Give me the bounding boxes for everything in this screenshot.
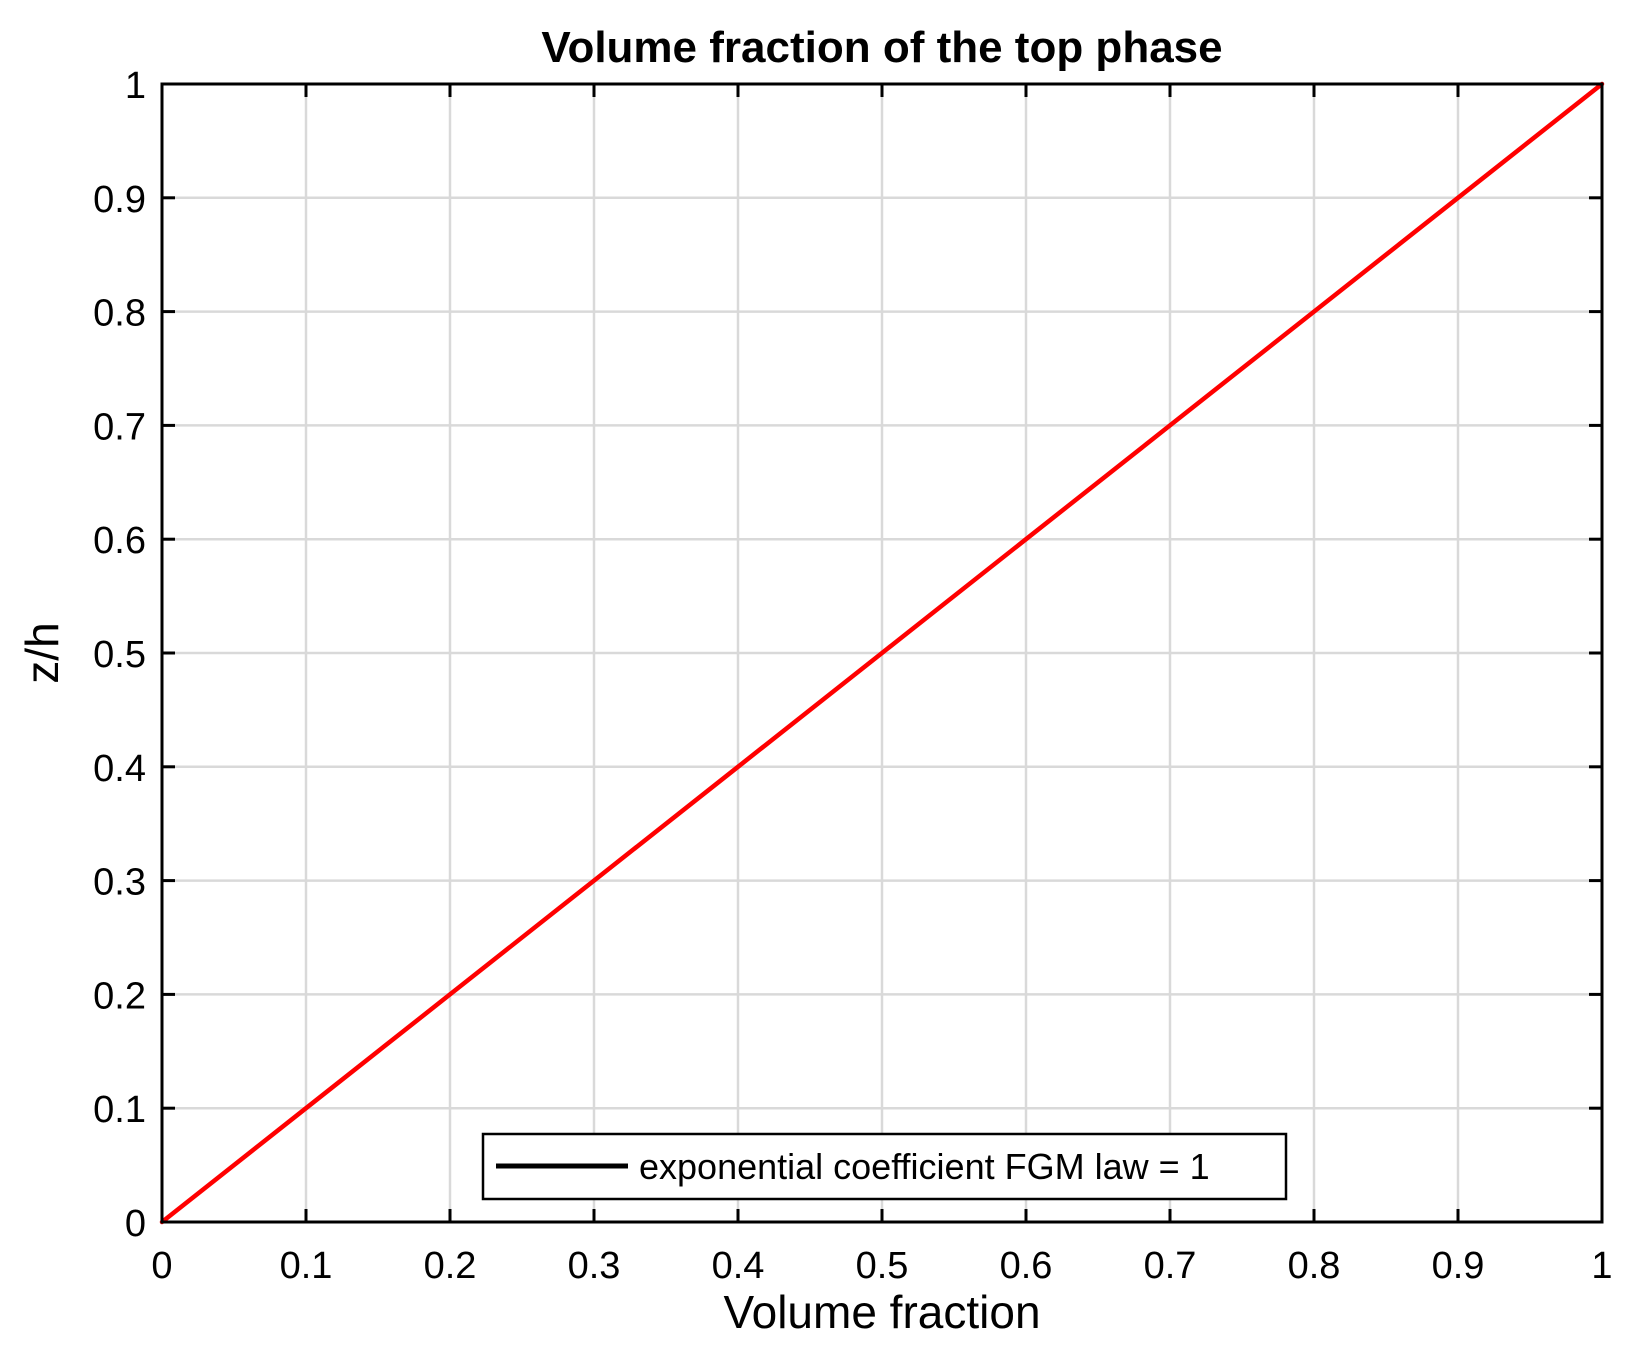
series-layer bbox=[159, 81, 1605, 1225]
y-tick-label: 0.1 bbox=[93, 1089, 146, 1131]
legend-entry-label: exponential coefficient FGM law = 1 bbox=[639, 1146, 1210, 1187]
x-tick-label: 0.7 bbox=[1144, 1245, 1197, 1287]
x-tick-label: 1 bbox=[1591, 1245, 1612, 1287]
tick-layer bbox=[160, 82, 1604, 1224]
y-tick-labels: 0 0.1 0.2 0.3 0.4 0.5 0.6 0.7 0.8 0.9 1 bbox=[93, 65, 146, 1245]
y-tick-label: 0.3 bbox=[93, 862, 146, 904]
legend: exponential coefficient FGM law = 1 bbox=[481, 1132, 1288, 1201]
chart-title: Volume fraction of the top phase bbox=[541, 23, 1222, 72]
y-tick-label: 0.4 bbox=[93, 748, 146, 790]
y-tick-label: 0.8 bbox=[93, 293, 146, 335]
y-tick-label: 0.7 bbox=[93, 406, 146, 448]
x-tick-label: 0.4 bbox=[712, 1245, 765, 1287]
x-axis-label: Volume fraction bbox=[723, 1286, 1040, 1338]
x-tick-label: 0.5 bbox=[856, 1245, 909, 1287]
y-axis-label: z/h bbox=[16, 622, 68, 683]
y-tick-label: 0.6 bbox=[93, 520, 146, 562]
x-tick-label: 0.1 bbox=[280, 1245, 333, 1287]
x-tick-label: 0.2 bbox=[424, 1245, 477, 1287]
x-tick-labels: 0 0.1 0.2 0.3 0.4 0.5 0.6 0.7 0.8 0.9 1 bbox=[151, 1245, 1612, 1287]
x-tick-label: 0 bbox=[151, 1245, 172, 1287]
x-tick-label: 0.9 bbox=[1432, 1245, 1485, 1287]
series-line bbox=[159, 81, 1605, 1225]
y-tick-label: 0.9 bbox=[93, 179, 146, 221]
x-tick-label: 0.8 bbox=[1288, 1245, 1341, 1287]
y-tick-label: 0.2 bbox=[93, 975, 146, 1017]
x-tick-label: 0.3 bbox=[568, 1245, 621, 1287]
y-tick-label: 1 bbox=[125, 65, 146, 107]
y-tick-label: 0.5 bbox=[93, 634, 146, 676]
y-tick-label: 0 bbox=[125, 1203, 146, 1245]
x-tick-label: 0.6 bbox=[1000, 1245, 1053, 1287]
